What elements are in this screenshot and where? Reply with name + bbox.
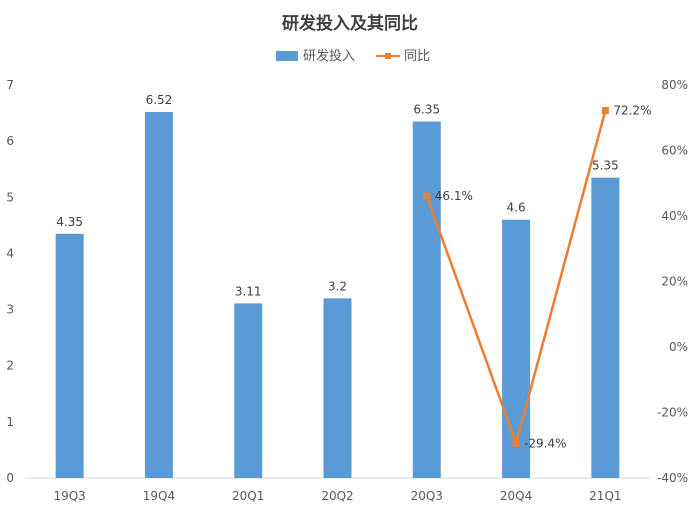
left-y-tick-label: 5 [6, 190, 14, 204]
bar-19Q4 [144, 111, 173, 478]
x-axis: 19Q3 19Q4 20Q1 20Q2 20Q3 20Q4 21Q1 [53, 489, 621, 503]
line-data-label: -29.4% [524, 436, 566, 450]
bar-data-label: 6.52 [146, 93, 173, 107]
bar-20Q4 [502, 219, 531, 478]
right-y-tick-label: 0% [669, 340, 688, 354]
left-y-tick-label: 6 [6, 134, 14, 148]
right-y-tick-label: -20% [657, 406, 688, 420]
left-y-tick-label: 0 [6, 471, 14, 485]
bar-20Q3 [412, 121, 441, 478]
x-tick-label: 20Q2 [321, 489, 353, 503]
bar-data-label: 6.35 [413, 102, 440, 116]
bar-data-label: 4.6 [507, 201, 526, 215]
legend-swatch-marker [385, 53, 391, 59]
line-point-21Q1 [601, 107, 609, 115]
legend-label-bar: 研发投入 [303, 48, 355, 64]
bar-20Q2 [323, 298, 352, 478]
left-y-tick-label: 2 [6, 359, 14, 373]
bar-data-label: 4.35 [56, 215, 83, 229]
bar-data-label: 3.11 [235, 284, 262, 298]
x-tick-label: 19Q4 [143, 489, 175, 503]
line-point-20Q4 [512, 439, 520, 447]
line-series [423, 107, 609, 447]
line-data-label: 46.1% [435, 189, 473, 203]
x-tick-label: 20Q4 [500, 489, 532, 503]
right-y-tick-label: 60% [661, 144, 688, 158]
bar-19Q3 [55, 233, 84, 478]
right-y-tick-label: 40% [661, 209, 688, 223]
right-y-tick-label: 20% [661, 275, 688, 289]
x-tick-label: 19Q3 [53, 489, 85, 503]
left-y-axis: 0 1 2 3 4 5 6 7 [6, 78, 14, 485]
x-tick-label: 21Q1 [589, 489, 621, 503]
line-point-20Q3 [423, 192, 431, 200]
right-y-tick-label: 80% [661, 78, 688, 92]
left-y-tick-label: 3 [6, 303, 14, 317]
bar-series [55, 111, 620, 478]
right-y-tick-label: -40% [657, 471, 688, 485]
legend: 研发投入 同比 [276, 48, 430, 64]
left-y-tick-label: 1 [6, 415, 14, 429]
data-labels: 4.35 6.52 3.11 3.2 6.35 4.6 5.35 46.1% -29.4% 72.… [56, 93, 651, 450]
bar-data-label: 3.2 [328, 279, 347, 293]
x-tick-label: 20Q3 [411, 489, 443, 503]
legend-swatch-bar [276, 51, 298, 61]
line-data-label: 72.2% [613, 104, 651, 118]
bar-21Q1 [591, 177, 620, 478]
right-y-axis: -40% -20% 0% 20% 40% 60% 80% [657, 78, 688, 485]
bar-20Q1 [234, 303, 263, 478]
x-tick-label: 20Q1 [232, 489, 264, 503]
chart-title: 研发投入及其同比 [282, 13, 418, 34]
left-y-tick-label: 7 [6, 78, 14, 92]
left-y-tick-label: 4 [6, 246, 14, 260]
bar-data-label: 5.35 [592, 159, 619, 173]
legend-label-line: 同比 [404, 49, 430, 64]
